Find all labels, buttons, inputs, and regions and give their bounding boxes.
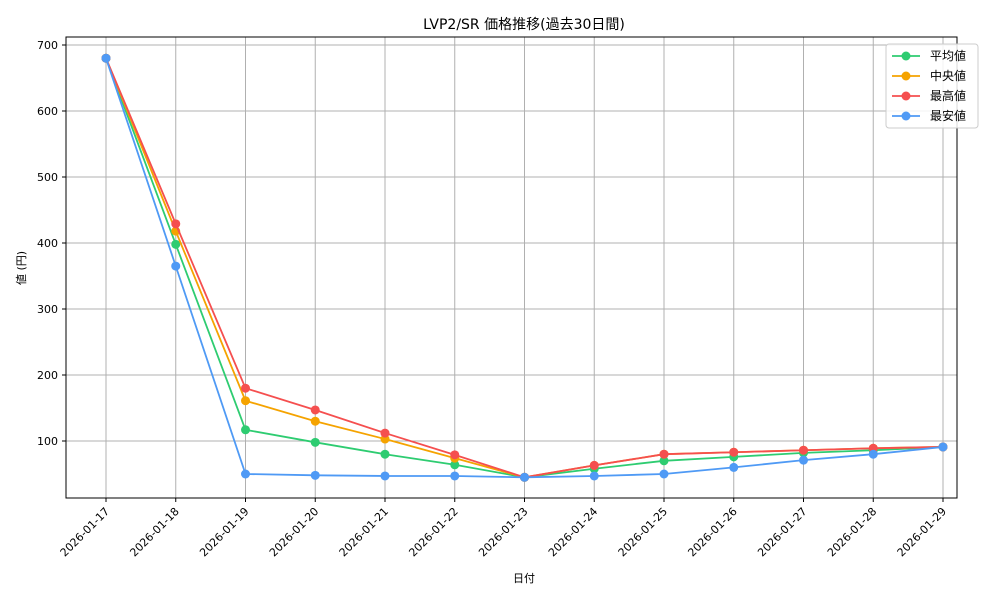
data-point (729, 447, 739, 457)
legend-marker (901, 91, 911, 101)
legend-label: 最安値 (930, 108, 966, 123)
series-lines (101, 53, 948, 482)
data-point (380, 449, 390, 459)
series-最安値 (101, 53, 948, 482)
data-point (241, 469, 250, 479)
data-point (520, 472, 529, 482)
legend-label: 最高値 (930, 88, 966, 103)
legend-label: 中央値 (930, 68, 966, 83)
y-tick-label: 600 (37, 105, 58, 118)
data-point (868, 449, 878, 459)
y-tick-label: 700 (37, 39, 58, 52)
x-tick-label: 2026-01-21 (337, 505, 391, 559)
x-tick-label: 2026-01-27 (755, 505, 809, 559)
x-axis-label: 日付 (513, 572, 535, 585)
data-point (310, 416, 320, 426)
data-point (310, 437, 320, 447)
legend-marker (901, 111, 911, 121)
x-tick-label: 2026-01-19 (197, 505, 251, 559)
y-tick-label: 200 (37, 369, 58, 382)
data-point (380, 471, 390, 481)
legend-box (885, 43, 979, 129)
y-axis-ticks: 100 200 300 400 500 600 700 (37, 39, 66, 448)
data-point (450, 450, 460, 460)
x-tick-label: 2026-01-26 (685, 505, 739, 559)
data-point (659, 456, 669, 466)
data-point (101, 53, 111, 63)
data-point (659, 449, 669, 459)
data-point (589, 460, 599, 470)
data-point (589, 471, 599, 481)
legend-marker (901, 51, 911, 61)
grid-lines (66, 37, 957, 498)
x-tick-label: 2026-01-24 (546, 505, 600, 559)
x-tick-label: 2026-01-22 (406, 505, 460, 559)
y-tick-label: 100 (37, 435, 58, 448)
data-point (310, 405, 320, 415)
x-axis-ticks: 2026-01-17 2026-01-18 2026-01-19 2026-01-20… (58, 498, 949, 559)
data-point (729, 462, 739, 472)
data-point (380, 428, 390, 438)
y-tick-label: 300 (37, 303, 58, 316)
data-point (241, 396, 250, 406)
data-point (171, 239, 181, 249)
y-axis-label: 値 (円) (15, 251, 28, 285)
data-point (310, 470, 320, 480)
data-point (450, 471, 460, 481)
data-point (171, 219, 181, 229)
x-tick-label: 2026-01-29 (895, 505, 949, 559)
x-tick-label: 2026-01-28 (825, 505, 879, 559)
data-point (241, 383, 250, 393)
legend-marker (901, 71, 911, 81)
data-point (938, 442, 948, 452)
data-point (799, 445, 808, 455)
y-tick-label: 400 (37, 237, 58, 250)
chart-title: LVP2/SR 価格推移(過去30日間) (423, 17, 625, 33)
plot-frame (65, 36, 958, 499)
x-tick-label: 2026-01-18 (127, 505, 181, 559)
x-tick-label: 2026-01-25 (616, 505, 670, 559)
legend-label: 平均値 (930, 48, 966, 63)
data-point (450, 460, 460, 470)
x-tick-label: 2026-01-17 (58, 505, 112, 559)
data-point (659, 469, 669, 479)
x-tick-label: 2026-01-23 (476, 505, 530, 559)
data-point (171, 261, 181, 271)
data-point (799, 455, 808, 465)
y-tick-label: 500 (37, 171, 58, 184)
data-point (241, 425, 250, 435)
x-tick-label: 2026-01-20 (267, 505, 321, 559)
